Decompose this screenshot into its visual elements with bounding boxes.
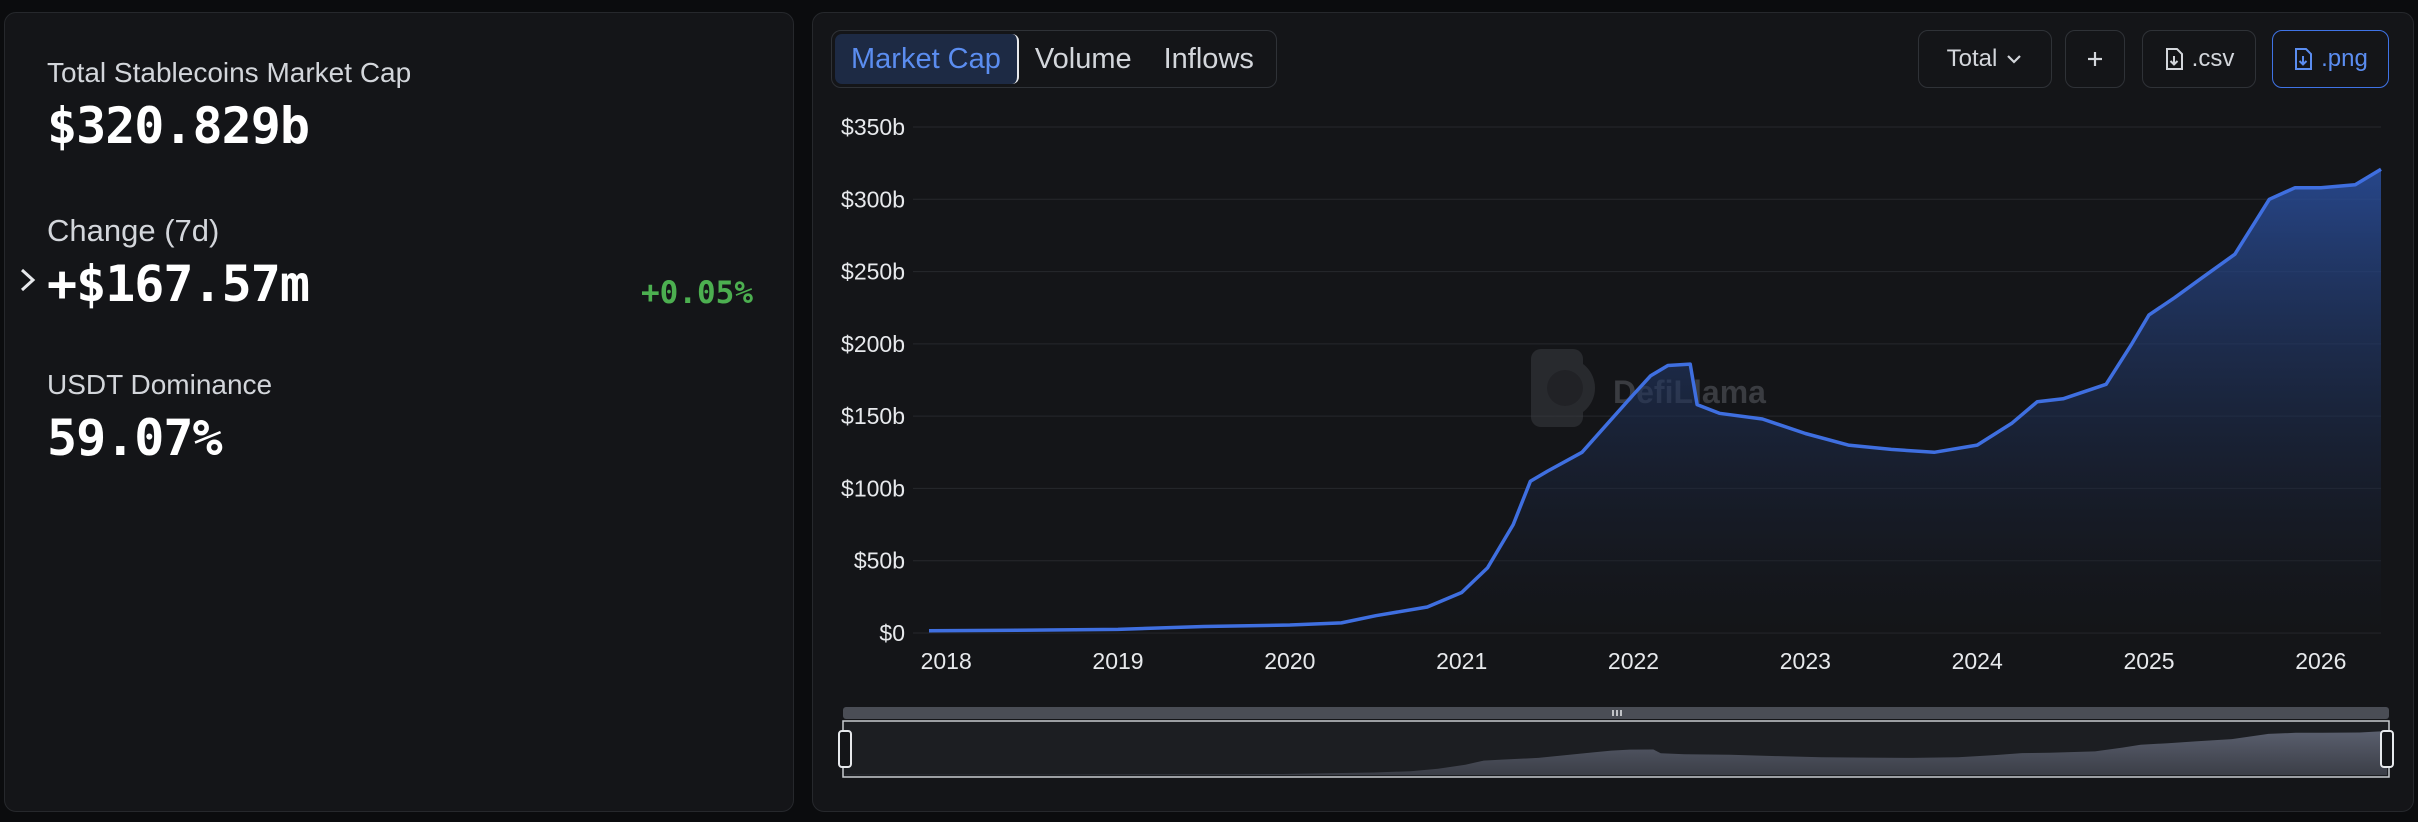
total-dropdown[interactable]: Total: [1918, 30, 2052, 88]
stats-panel: Total Stablecoins Market Cap $320.829b C…: [4, 12, 794, 812]
tab-volume[interactable]: Volume: [1034, 42, 1132, 75]
x-tick-label: 2024: [1952, 648, 2003, 674]
x-tick-label: 2025: [2123, 648, 2174, 674]
market-cap-chart: $0 $50b $100b $150b $200b $250b $300b $350b 201…: [838, 114, 2394, 778]
market-cap-area: [929, 169, 2381, 633]
x-tick-label: 2020: [1264, 648, 1315, 674]
total-dropdown-label: Total: [1946, 45, 1998, 72]
download-csv-button[interactable]: .csv: [2142, 30, 2256, 88]
y-tick-label: $150b: [841, 403, 905, 429]
market-cap-value: $320.829b: [47, 97, 310, 155]
y-tick-label: $250b: [841, 259, 905, 285]
x-tick-label: 2021: [1436, 648, 1487, 674]
y-tick-label: $50b: [854, 548, 905, 574]
file-download-icon: [2295, 48, 2313, 70]
chevron-down-icon: [2007, 55, 2022, 64]
tab-market-cap[interactable]: Market Cap: [835, 34, 1019, 84]
y-tick-label: $100b: [841, 475, 905, 501]
download-png-button[interactable]: .png: [2272, 30, 2389, 88]
dominance-value: 59.07%: [47, 409, 223, 467]
range-handle-left[interactable]: [838, 730, 852, 768]
chart-tabs: Market Cap Volume Inflows: [831, 30, 1277, 88]
chevron-right-icon[interactable]: [17, 265, 39, 295]
change-value: +$167.57m: [47, 255, 310, 313]
range-handle-right[interactable]: [2380, 730, 2394, 768]
add-button[interactable]: [2065, 30, 2125, 88]
x-tick-label: 2022: [1608, 648, 1659, 674]
y-tick-label: $200b: [841, 331, 905, 357]
change-percent: +0.05%: [641, 275, 753, 311]
y-tick-label: $300b: [841, 186, 905, 212]
x-tick-label: 2019: [1092, 648, 1143, 674]
plus-icon: [2088, 52, 2102, 66]
market-cap-line: [928, 167, 2382, 633]
chart-panel: Market Cap Volume Inflows Total .csv .pn…: [812, 12, 2414, 812]
csv-label: .csv: [2191, 45, 2235, 72]
market-cap-label: Total Stablecoins Market Cap: [47, 57, 412, 88]
navigator-area: [845, 731, 2387, 775]
tab-inflows[interactable]: Inflows: [1163, 42, 1254, 75]
y-tick-label: $0: [879, 620, 905, 646]
range-slider[interactable]: [838, 707, 2394, 778]
png-label: .png: [2321, 45, 2368, 72]
dominance-label: USDT Dominance: [47, 369, 273, 400]
x-tick-label: 2018: [921, 648, 972, 674]
range-grip-icon: [1612, 710, 1622, 716]
x-tick-label: 2026: [2295, 648, 2346, 674]
range-slider-track[interactable]: [843, 707, 2389, 719]
x-tick-label: 2023: [1780, 648, 1831, 674]
file-download-icon: [2165, 48, 2183, 70]
y-tick-label: $350b: [841, 114, 905, 140]
change-label: Change (7d): [47, 213, 220, 248]
